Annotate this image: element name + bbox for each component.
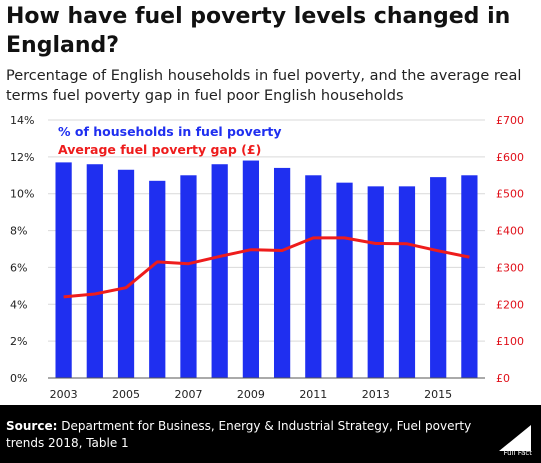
y-left-tick-label: 0%	[10, 372, 27, 385]
bar-2014	[398, 186, 416, 378]
bar-2008	[211, 164, 228, 378]
y-right-tick-label: £400	[496, 225, 524, 238]
line-series	[63, 236, 470, 299]
y-left-tick-label: 4%	[10, 298, 27, 311]
combo-chart: 0% 2% 4% 6% 8% 10% 12% 14% £0 £100 £200 £300 £400 £50…	[10, 114, 524, 401]
y-left-tick-label: 14%	[10, 114, 34, 127]
source-label: Source:	[6, 419, 58, 433]
footer: Source: Department for Business, Energy …	[0, 405, 541, 463]
bar-2009	[242, 160, 260, 378]
y-right-tick-label: £700	[496, 114, 524, 127]
axes: 0% 2% 4% 6% 8% 10% 12% 14% £0 £100 £200 £300 £400 £50…	[10, 114, 524, 401]
full-fact-logo-icon	[499, 425, 531, 451]
fuel-poverty-gap-line	[63, 236, 470, 299]
y-right-tick-label: £300	[496, 261, 524, 274]
bar-2016	[461, 175, 478, 378]
y-right-tick-label: £200	[496, 298, 524, 311]
y-right-tick-label: £600	[496, 151, 524, 164]
bar-2012	[336, 182, 353, 378]
bar-2005	[117, 169, 135, 378]
bar-2013	[367, 186, 384, 378]
x-tick-label: 2015	[424, 388, 452, 401]
bar-2010	[273, 167, 291, 378]
y-left-tick-label: 8%	[10, 225, 27, 238]
source-note: Source: Department for Business, Energy …	[6, 418, 476, 452]
y-left-tick-label: 12%	[10, 151, 34, 164]
x-tick-label: 2005	[112, 388, 140, 401]
bar-2015	[430, 177, 447, 378]
chart-title: How have fuel poverty levels changed in …	[6, 4, 511, 58]
x-tick-label: 2003	[50, 388, 78, 401]
y-right-tick-label: £0	[496, 372, 510, 385]
x-tick-label: 2007	[174, 388, 202, 401]
y-right-tick-label: £500	[496, 188, 524, 201]
y-left-tick-label: 6%	[10, 261, 27, 274]
bar-2007	[180, 175, 197, 378]
brand-name: Full Fact	[503, 449, 532, 457]
y-right-tick-label: £100	[496, 335, 524, 348]
bar-2003	[55, 162, 72, 378]
x-tick-label: 2013	[362, 388, 390, 401]
bar-2006	[149, 180, 166, 378]
legend: % of households in fuel poverty Average f…	[58, 124, 282, 157]
y-left-tick-label: 10%	[10, 188, 34, 201]
legend-item-households: % of households in fuel poverty	[58, 124, 282, 139]
x-tick-label: 2011	[299, 388, 327, 401]
chart-subtitle: Percentage of English households in fuel…	[6, 68, 522, 104]
x-tick-label: 2009	[237, 388, 265, 401]
source-text: Department for Business, Energy & Indust…	[6, 419, 472, 450]
bar-series	[55, 160, 478, 378]
bar-2011	[305, 175, 322, 378]
legend-item-gap: Average fuel poverty gap (£)	[58, 142, 261, 157]
bar-2004	[86, 164, 103, 378]
y-left-tick-label: 2%	[10, 335, 27, 348]
